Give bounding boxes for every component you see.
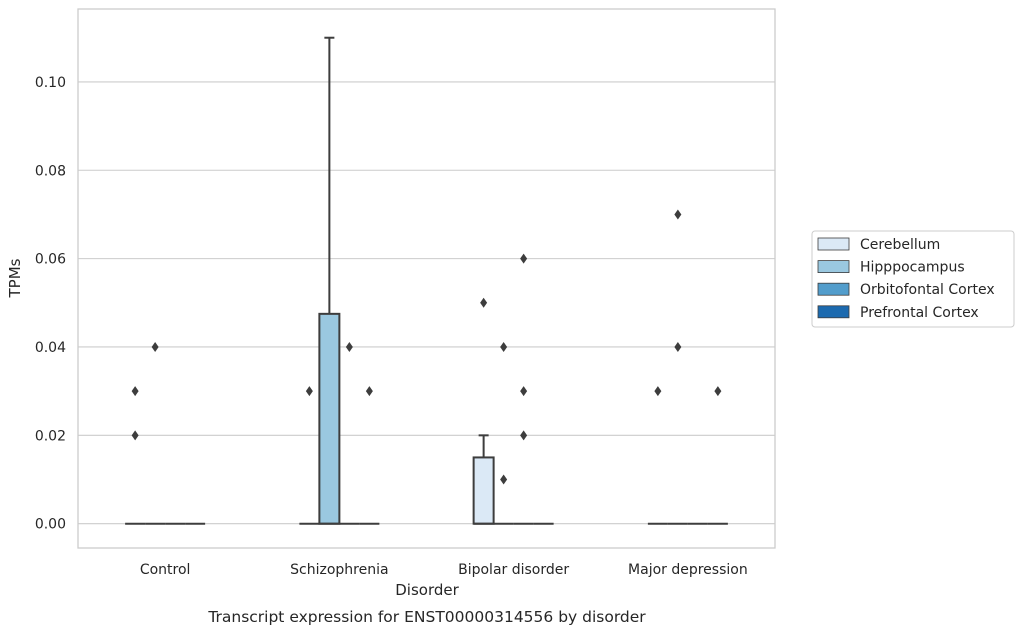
outlier-point: [674, 341, 682, 352]
box-prefrontal-cortex: [707, 386, 728, 525]
outlier-point: [345, 341, 353, 352]
legend-label: Prefrontal Cortex: [860, 305, 979, 321]
outlier-point: [654, 386, 662, 397]
y-tick-label: 0.00: [35, 517, 66, 533]
y-tick-label: 0.04: [35, 340, 66, 356]
y-axis-ticks: 0.00 0.02 0.04 0.06 0.08 0.10: [35, 75, 66, 533]
outlier-point: [131, 386, 139, 397]
x-tick-label: Bipolar disorder: [458, 562, 569, 578]
x-tick-label: Schizophrenia: [290, 562, 388, 578]
box-body: [472, 456, 495, 525]
box-hipppocampus: [667, 209, 688, 525]
outlier-point: [151, 341, 159, 352]
outlier-point: [305, 386, 313, 397]
box-prefrontal-cortex: [359, 386, 380, 525]
legend-label: Hipppocampus: [860, 260, 965, 276]
box-hipppocampus: [318, 36, 341, 525]
x-tick-label: Control: [140, 562, 191, 578]
box-body: [318, 312, 341, 525]
y-axis-label: TPMs: [6, 258, 24, 298]
outlier-point: [520, 386, 528, 397]
box-hipppocampus: [145, 341, 166, 525]
y-tick-label: 0.02: [35, 428, 66, 444]
y-tick-label: 0.06: [35, 252, 66, 268]
legend-label: Orbitofontal Cortex: [860, 282, 995, 298]
box-cerebellum: [299, 386, 320, 525]
x-tick-label: Major depression: [628, 562, 748, 578]
legend-swatch: [817, 260, 850, 274]
legend-swatch: [817, 282, 850, 296]
outlier-point: [131, 430, 139, 441]
x-axis-ticks: Control Schizophrenia Bipolar disorder Majo…: [140, 562, 748, 578]
outlier-point: [674, 209, 682, 220]
legend-swatch: [817, 305, 850, 319]
x-axis-label: Disorder: [395, 581, 459, 599]
box-hipppocampus: [493, 341, 514, 525]
plot-frame: [77, 8, 776, 549]
legend-swatch: [817, 237, 850, 251]
outlier-point: [520, 430, 528, 441]
outlier-point: [500, 474, 508, 485]
box-cerebellum: [472, 297, 495, 525]
y-tick-label: 0.08: [35, 163, 66, 179]
legend-label: Cerebellum: [860, 237, 940, 253]
grid-lines: [78, 81, 775, 525]
outlier-point: [365, 386, 373, 397]
plot-area: [125, 36, 728, 525]
outlier-point: [500, 341, 508, 352]
box-cerebellum: [125, 386, 146, 525]
outlier-point: [520, 253, 528, 264]
box-orbitofontal-cortex: [513, 253, 534, 525]
outlier-point: [480, 297, 488, 308]
legend: Cerebellum Hipppocampus Orbitofontal Corte…: [811, 230, 1015, 328]
y-tick-label: 0.10: [35, 75, 66, 91]
legend-frame: [811, 230, 1015, 328]
box-cerebellum: [647, 386, 668, 525]
outlier-point: [714, 386, 722, 397]
chart-caption: Transcript expression for ENST0000031455…: [207, 608, 646, 626]
box-orbitofontal-cortex: [339, 341, 360, 525]
